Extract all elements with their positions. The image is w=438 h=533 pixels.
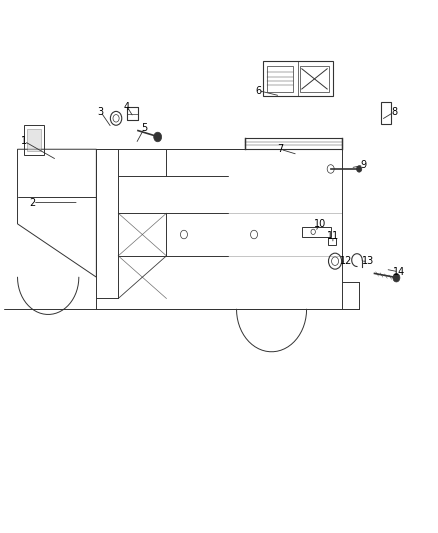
- FancyBboxPatch shape: [27, 129, 41, 151]
- Text: 3: 3: [98, 107, 104, 117]
- Text: 6: 6: [255, 86, 261, 95]
- Text: 12: 12: [340, 256, 352, 266]
- Circle shape: [357, 166, 362, 172]
- Text: 1: 1: [21, 136, 27, 146]
- Text: 5: 5: [141, 123, 148, 133]
- Circle shape: [393, 273, 400, 282]
- Text: 2: 2: [30, 198, 36, 207]
- Text: 4: 4: [124, 102, 130, 111]
- Text: 10: 10: [314, 219, 326, 229]
- Text: 8: 8: [391, 107, 397, 117]
- Text: 11: 11: [327, 231, 339, 240]
- Text: 13: 13: [362, 256, 374, 266]
- Text: 9: 9: [360, 160, 367, 170]
- Text: 14: 14: [392, 267, 405, 277]
- Text: 7: 7: [277, 144, 283, 154]
- Circle shape: [154, 132, 162, 142]
